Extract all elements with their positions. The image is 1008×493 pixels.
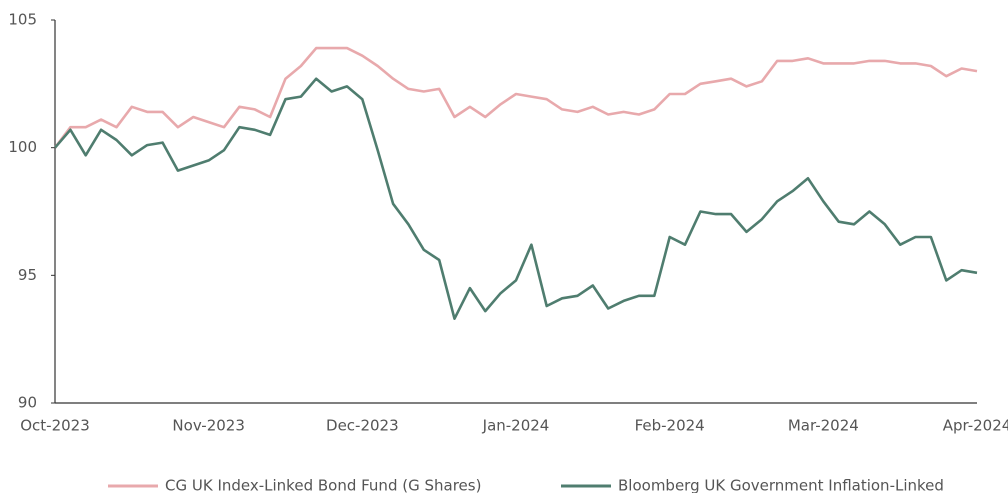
y-tick-label: 90 — [18, 394, 37, 412]
legend-label: Bloomberg UK Government Inflation-Linked — [618, 477, 944, 493]
series-line — [54, 77, 978, 320]
y-tick-label: 105 — [8, 11, 37, 29]
legend-label: CG UK Index-Linked Bond Fund (G Shares) — [165, 477, 481, 493]
x-tick-label: Feb-2024 — [635, 417, 705, 435]
x-tick-label: Jan-2024 — [482, 417, 550, 435]
x-tick-label: Apr-2024 — [943, 417, 1008, 435]
x-tick-label: Mar-2024 — [788, 417, 859, 435]
y-tick-label: 100 — [8, 138, 37, 156]
x-tick-label: Nov-2023 — [172, 417, 244, 435]
series-line — [53, 46, 978, 149]
x-tick-label: Dec-2023 — [326, 417, 399, 435]
y-tick-label: 95 — [18, 266, 37, 284]
x-tick-label: Oct-2023 — [20, 417, 90, 435]
